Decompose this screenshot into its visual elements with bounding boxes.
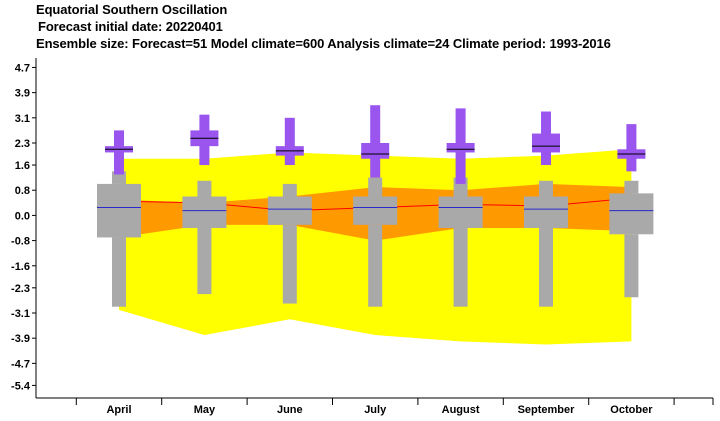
model-whisker-low	[197, 228, 212, 295]
model-box	[353, 196, 398, 225]
y-tick-label: 4.7	[15, 62, 30, 74]
forecast-whisker	[626, 124, 637, 172]
model-whisker-high	[624, 180, 639, 194]
x-tick-label: April	[106, 404, 131, 416]
chart-info: Ensemble size: Forecast=51 Model climate…	[36, 36, 611, 51]
y-tick-label: -3.1	[11, 308, 30, 320]
y-tick-label: 0.0	[15, 210, 30, 222]
model-box	[438, 196, 483, 228]
model-whisker-high	[197, 180, 212, 197]
model-whisker-low	[112, 237, 126, 307]
y-tick-label: 2.3	[15, 138, 30, 150]
y-tick-label: 1.6	[15, 160, 30, 172]
y-tick-label: 3.9	[15, 88, 30, 100]
forecast-box	[446, 143, 475, 153]
model-whisker-low	[624, 234, 639, 298]
y-tick-label: 3.1	[15, 113, 30, 125]
model-box	[609, 193, 654, 235]
x-tick-label: August	[442, 404, 480, 416]
x-tick-label: October	[610, 404, 653, 416]
model-whisker-low	[368, 224, 383, 307]
model-whisker-low	[453, 228, 468, 307]
y-tick-label: -1.6	[11, 261, 30, 273]
model-box	[524, 196, 568, 228]
model-whisker-high	[368, 177, 383, 197]
x-tick-label: July	[364, 404, 387, 416]
y-tick-label: -5.4	[11, 380, 31, 392]
x-tick-label: June	[277, 404, 303, 416]
x-tick-label: May	[194, 404, 216, 416]
forecast-whisker	[370, 105, 381, 178]
y-tick-label: -4.7	[11, 358, 30, 370]
chart-subtitle: Forecast initial date: 20220401	[38, 19, 223, 34]
model-whisker-low	[282, 224, 297, 304]
model-whisker-high	[539, 180, 553, 197]
y-tick-label: -2.3	[11, 283, 30, 295]
model-box	[182, 196, 227, 228]
y-tick-label: -0.8	[11, 236, 30, 248]
forecast-whisker	[284, 117, 295, 166]
y-tick-label: -3.9	[11, 333, 30, 345]
forecast-box	[361, 143, 390, 159]
y-tick-label: 0.8	[15, 185, 30, 197]
model-box	[97, 183, 141, 238]
model-whisker-low	[539, 228, 553, 307]
x-tick-label: September	[518, 404, 576, 416]
model-whisker-high	[282, 183, 297, 197]
model-box	[267, 196, 312, 225]
chart-title: Equatorial Southern Oscillation	[36, 2, 228, 17]
forecast-box	[532, 133, 560, 153]
